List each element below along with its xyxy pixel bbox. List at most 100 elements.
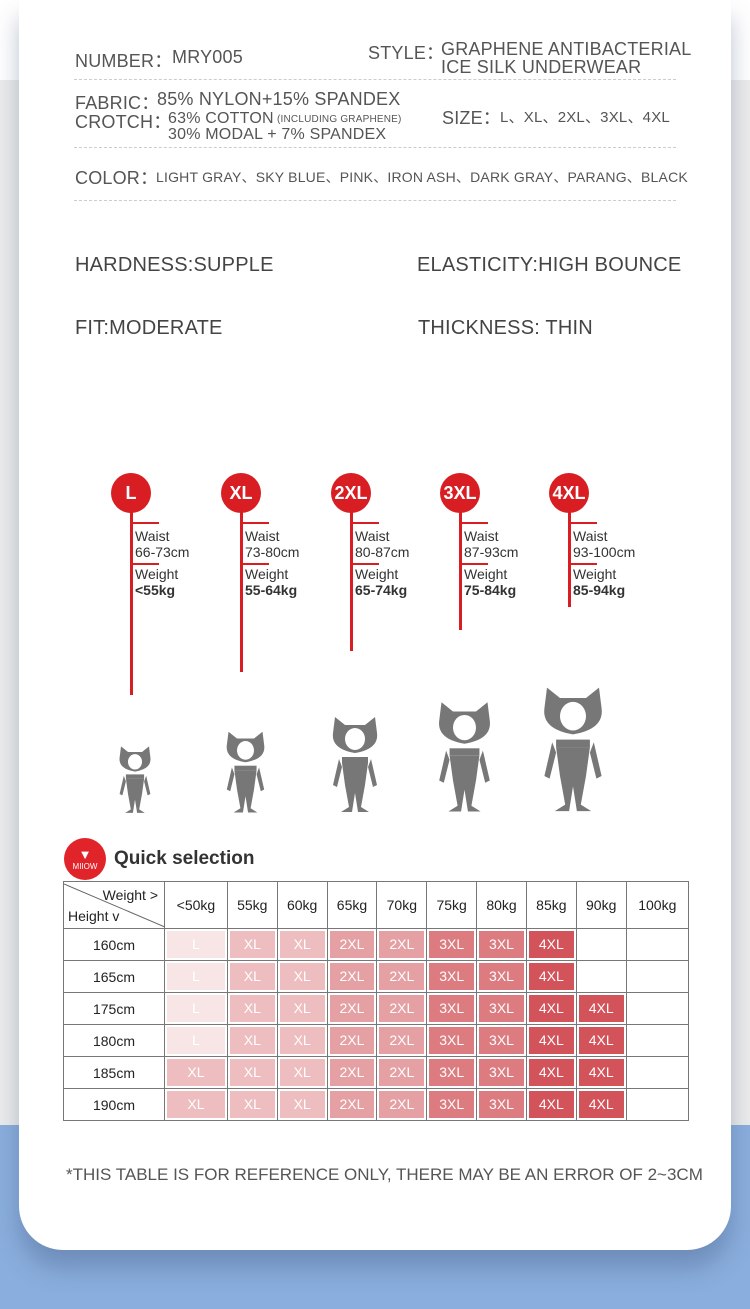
waist-info: Waist 87-93cm — [464, 528, 519, 560]
weight-info: Weight 85-94kg — [573, 566, 626, 598]
size-cell: 2XL — [376, 1088, 428, 1121]
size-cell: XL — [226, 1056, 278, 1089]
table-row: 160cm L XL XL 2XL 2XL 3XL 3XL 4XL — [63, 928, 690, 961]
table-row: 185cm XL XL XL 2XL 2XL 3XL 3XL 4XL 4XL — [63, 1056, 690, 1089]
size-cell: XL — [226, 928, 278, 961]
reference-note: *THIS TABLE IS FOR REFERENCE ONLY, THERE… — [66, 1165, 703, 1184]
size-cell: 2XL — [376, 1056, 428, 1089]
weight-info: Weight 75-84kg — [464, 566, 517, 598]
size-cell: XL — [164, 1056, 228, 1089]
size-cell: 4XL — [525, 1056, 577, 1089]
weight-column-header: 65kg — [326, 881, 378, 929]
waist-info: Waist 93-100cm — [573, 528, 636, 560]
size-cell: XL — [276, 960, 328, 993]
divider — [74, 79, 676, 80]
size-cell: 4XL — [575, 1024, 627, 1057]
size-cell: L — [164, 928, 228, 961]
table-row: 190cm XL XL XL 2XL 2XL 3XL 3XL 4XL 4XL — [63, 1088, 690, 1121]
size-cell: 4XL — [525, 1024, 577, 1057]
style-label: STYLE： — [368, 43, 445, 63]
fabric-value: 85% NYLON+15% SPANDEX — [157, 89, 401, 109]
size-cell: 4XL — [525, 992, 577, 1025]
waist-tick — [569, 522, 597, 524]
crotch-line2: 30% MODAL + 7% SPANDEX — [168, 126, 387, 143]
size-cell: 3XL — [476, 1088, 527, 1121]
height-cell: 185cm — [63, 1056, 165, 1089]
color-label: COLOR： — [75, 168, 159, 188]
size-cell: 4XL — [575, 1056, 627, 1089]
empty-cell — [625, 1056, 690, 1089]
size-cell: 2XL — [326, 928, 378, 961]
size-cell: L — [164, 992, 228, 1025]
size-cell: 3XL — [426, 1088, 478, 1121]
thickness: THICKNESS: THIN — [418, 317, 593, 339]
height-cell: 165cm — [63, 960, 165, 993]
size-cell: XL — [276, 928, 328, 961]
style-line1: GRAPHENE ANTIBACTERIAL — [441, 39, 692, 59]
logo-text: MIIOW — [72, 862, 98, 871]
size-cell: XL — [276, 992, 328, 1025]
size-line — [130, 505, 133, 695]
size-cell: 3XL — [476, 992, 527, 1025]
weight-column-header: 75kg — [426, 881, 478, 929]
weight-info: Weight 55-64kg — [245, 566, 298, 598]
size-cell: 2XL — [376, 992, 428, 1025]
size-cell: XL — [226, 992, 278, 1025]
size-cell: 4XL — [525, 928, 577, 961]
size-cell: 4XL — [575, 992, 627, 1025]
size-line — [240, 505, 243, 672]
size-cell: XL — [226, 1024, 278, 1057]
fabric-label: FABRIC： — [75, 93, 160, 113]
weight-header: Weight > — [102, 887, 158, 903]
weight-column-header: 85kg — [525, 881, 577, 929]
size-cell: 3XL — [426, 960, 478, 993]
size-cell: 2XL — [326, 1088, 378, 1121]
size-guide: L Waist 66-73cm Weight <55kg XL Waist 73-80… — [0, 460, 750, 830]
corner-header: Weight > Height v — [63, 881, 165, 929]
size-value: L、XL、2XL、3XL、4XL — [500, 109, 670, 126]
crotch-label: CROTCH： — [75, 112, 172, 132]
size-cell: 4XL — [525, 1088, 577, 1121]
table-row: 180cm L XL XL 2XL 2XL 3XL 3XL 4XL 4XL — [63, 1024, 690, 1057]
crotch-line1: 63% COTTON — [168, 110, 274, 127]
empty-cell — [625, 1024, 690, 1057]
size-line — [459, 505, 462, 630]
size-cell: 2XL — [326, 960, 378, 993]
empty-cell — [575, 928, 627, 961]
size-cell: 2XL — [326, 992, 378, 1025]
weight-info: Weight <55kg — [135, 566, 179, 598]
size-cell: 2XL — [376, 928, 428, 961]
size-cell: 4XL — [525, 960, 577, 993]
body-figure-icon — [226, 731, 264, 813]
table-row: 175cm L XL XL 2XL 2XL 3XL 3XL 4XL 4XL — [63, 992, 690, 1025]
size-cell: XL — [276, 1024, 328, 1057]
divider — [74, 200, 676, 201]
size-cell: 3XL — [476, 928, 527, 961]
waist-info: Waist 73-80cm — [245, 528, 300, 560]
height-cell: 190cm — [63, 1088, 165, 1121]
elasticity: ELASTICITY:HIGH BOUNCE — [417, 254, 682, 276]
size-cell: L — [164, 960, 228, 993]
waist-tick — [241, 522, 269, 524]
height-cell: 180cm — [63, 1024, 165, 1057]
empty-cell — [625, 992, 690, 1025]
weight-column-header: 90kg — [575, 881, 627, 929]
body-figure-icon — [544, 687, 602, 812]
size-cell: 3XL — [476, 1024, 527, 1057]
size-cell: 3XL — [426, 928, 478, 961]
divider — [74, 147, 676, 148]
table-row: 165cm L XL XL 2XL 2XL 3XL 3XL 4XL — [63, 960, 690, 993]
size-cell: 2XL — [376, 960, 428, 993]
weight-column-header: 80kg — [476, 881, 527, 929]
weight-column-header: 60kg — [276, 881, 328, 929]
weight-tick — [131, 563, 159, 565]
empty-cell — [575, 960, 627, 993]
hardness: HARDNESS:SUPPLE — [75, 254, 274, 276]
weight-column-header: 100kg — [625, 881, 690, 929]
waist-tick — [351, 522, 379, 524]
quick-selection-header: ▼ MIIOW Quick selection — [64, 838, 254, 880]
size-cell: XL — [276, 1056, 328, 1089]
weight-tick — [241, 563, 269, 565]
size-cell: 3XL — [426, 992, 478, 1025]
weight-column-header: 55kg — [226, 881, 278, 929]
